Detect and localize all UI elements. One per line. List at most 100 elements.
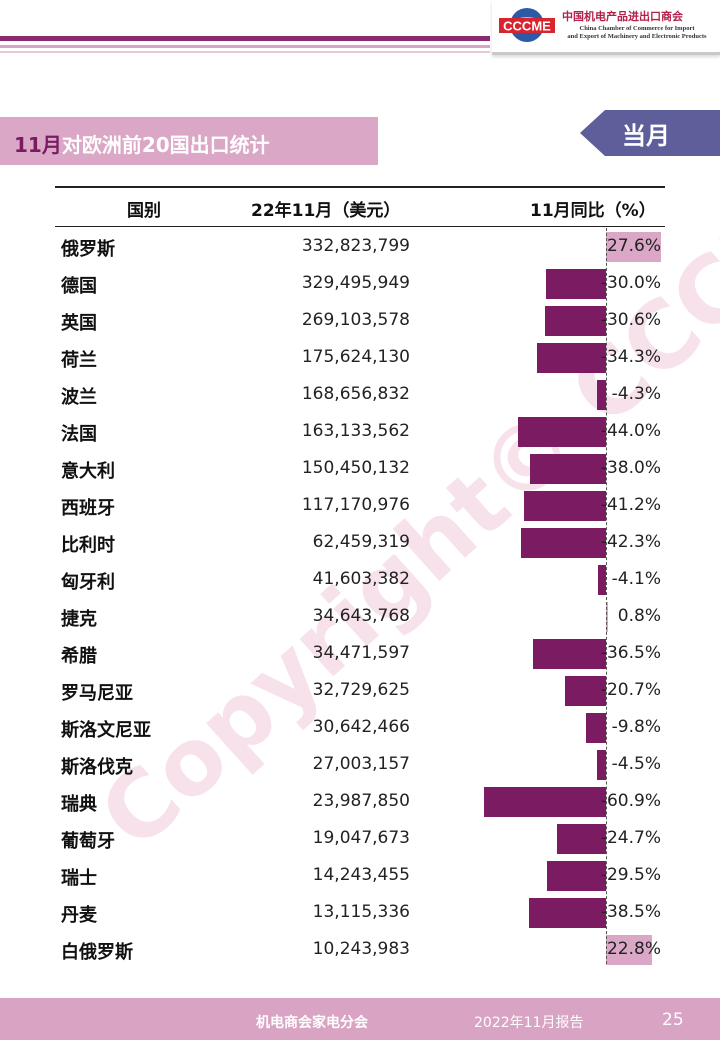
org-name-en-line1: China Chamber of Commerce for Import: [579, 25, 695, 32]
country-name: 德国: [61, 276, 97, 297]
export-value: 62,459,319: [312, 532, 410, 552]
yoy-bar: [537, 343, 606, 373]
yoy-value: -60.9%: [600, 791, 661, 811]
country-name: 波兰: [61, 387, 97, 408]
header-yoy: 11月同比（%）: [530, 201, 656, 221]
export-value: 163,133,562: [301, 421, 410, 441]
export-value: 34,643,768: [312, 606, 410, 626]
org-name-en: China Chamber of Commerce for Import and…: [562, 25, 712, 41]
country-name: 英国: [61, 313, 97, 334]
country-name: 斯洛伐克: [61, 757, 133, 778]
export-value: 10,243,983: [312, 939, 410, 959]
yoy-value: -4.5%: [611, 754, 661, 774]
country-name: 罗马尼亚: [61, 683, 133, 704]
yoy-value: -4.3%: [611, 384, 661, 404]
yoy-bar: [544, 306, 606, 336]
yoy-bar: [533, 639, 606, 669]
table-row: 波兰 168,656,832 -4.3%: [55, 376, 665, 413]
yoy-bar: [606, 935, 652, 965]
yoy-bar: [597, 565, 606, 595]
table-row: 瑞典 23,987,850 -60.9%: [55, 783, 665, 820]
yoy-zero-axis: [606, 228, 607, 964]
header-value: 22年11月（美元）: [251, 201, 401, 221]
table-row: 英国 269,103,578 -30.6%: [55, 302, 665, 339]
country-name: 希腊: [61, 646, 97, 667]
table-row: 法国 163,133,562 -44.0%: [55, 413, 665, 450]
section-title-text: 对欧洲前20国出口统计: [61, 133, 270, 157]
table-row: 白俄罗斯 10,243,983 22.8%: [55, 931, 665, 968]
footer-report: 2022年11月报告: [474, 1015, 584, 1031]
yoy-bar: [606, 232, 662, 262]
yoy-bar: [484, 787, 606, 817]
page-footer: 机电商会家电分会 2022年11月报告 25: [0, 998, 720, 1040]
export-value: 150,450,132: [301, 458, 410, 478]
yoy-bar: [547, 861, 606, 891]
table-row: 葡萄牙 19,047,673 -24.7%: [55, 820, 665, 857]
export-value: 332,823,799: [301, 236, 410, 256]
section-title-band: 11月对欧洲前20国出口统计: [0, 117, 378, 165]
yoy-value: -42.3%: [600, 532, 661, 552]
yoy-bar: [521, 528, 606, 558]
yoy-value: -36.5%: [600, 643, 661, 663]
section-title-month: 11月: [14, 133, 62, 157]
country-name: 葡萄牙: [61, 831, 115, 852]
yoy-value: 27.6%: [606, 236, 661, 256]
country-name: 意大利: [61, 461, 115, 482]
export-value: 41,603,382: [312, 569, 410, 589]
export-value: 34,471,597: [312, 643, 410, 663]
country-name: 捷克: [61, 609, 97, 630]
header-rule-mid: [0, 45, 490, 48]
period-tag-label: 当月: [622, 122, 670, 150]
table-row: 荷兰 175,624,130 -34.3%: [55, 339, 665, 376]
export-value: 19,047,673: [312, 828, 410, 848]
export-value: 329,495,949: [301, 273, 410, 293]
logo-mark-text: CCCME: [503, 19, 551, 34]
table-top-rule: [55, 186, 665, 188]
table-row: 匈牙利 41,603,382 -4.1%: [55, 561, 665, 598]
export-value: 32,729,625: [312, 680, 410, 700]
table-row: 捷克 34,643,768 0.8%: [55, 598, 665, 635]
yoy-value: -29.5%: [600, 865, 661, 885]
table-header-rule: [55, 226, 665, 227]
table-row: 瑞士 14,243,455 -29.5%: [55, 857, 665, 894]
header-country: 国别: [127, 201, 161, 221]
table-row: 德国 329,495,949 -30.0%: [55, 265, 665, 302]
export-value: 175,624,130: [301, 347, 410, 367]
country-name: 瑞士: [61, 868, 97, 889]
yoy-bar: [586, 713, 606, 743]
yoy-value: -30.6%: [600, 310, 661, 330]
export-value: 14,243,455: [312, 865, 410, 885]
cccme-logo-icon: CCCME: [499, 8, 555, 42]
export-value: 269,103,578: [301, 310, 410, 330]
yoy-value: -24.7%: [600, 828, 661, 848]
table-row: 罗马尼亚 32,729,625 -20.7%: [55, 672, 665, 709]
yoy-value: -20.7%: [600, 680, 661, 700]
yoy-value: 22.8%: [606, 939, 661, 959]
table-row: 斯洛伐克 27,003,157 -4.5%: [55, 746, 665, 783]
yoy-bar: [530, 454, 606, 484]
country-name: 白俄罗斯: [61, 942, 133, 963]
yoy-bar: [597, 380, 606, 410]
yoy-value: -9.8%: [611, 717, 661, 737]
country-name: 丹麦: [61, 905, 97, 926]
export-value: 27,003,157: [312, 754, 410, 774]
yoy-value: 0.8%: [617, 606, 661, 626]
yoy-bar: [597, 750, 606, 780]
yoy-value: -44.0%: [600, 421, 661, 441]
org-logo: CCCME 中国机电产品进出口商会 China Chamber of Comme…: [492, 0, 720, 55]
yoy-value: -30.0%: [600, 273, 661, 293]
yoy-value: -4.1%: [611, 569, 661, 589]
footer-org: 机电商会家电分会: [256, 1015, 368, 1031]
yoy-bar: [546, 269, 606, 299]
yoy-value: -34.3%: [600, 347, 661, 367]
table-row: 俄罗斯 332,823,799 27.6%: [55, 228, 665, 265]
country-name: 西班牙: [61, 498, 115, 519]
yoy-value: -38.0%: [600, 458, 661, 478]
export-value: 117,170,976: [301, 495, 410, 515]
section-title: 11月对欧洲前20国出口统计: [14, 129, 270, 158]
header-rule-dark: [0, 36, 490, 41]
yoy-bar: [556, 824, 606, 854]
table-row: 比利时 62,459,319 -42.3%: [55, 524, 665, 561]
export-value: 23,987,850: [312, 791, 410, 811]
table-row: 斯洛文尼亚 30,642,466 -9.8%: [55, 709, 665, 746]
